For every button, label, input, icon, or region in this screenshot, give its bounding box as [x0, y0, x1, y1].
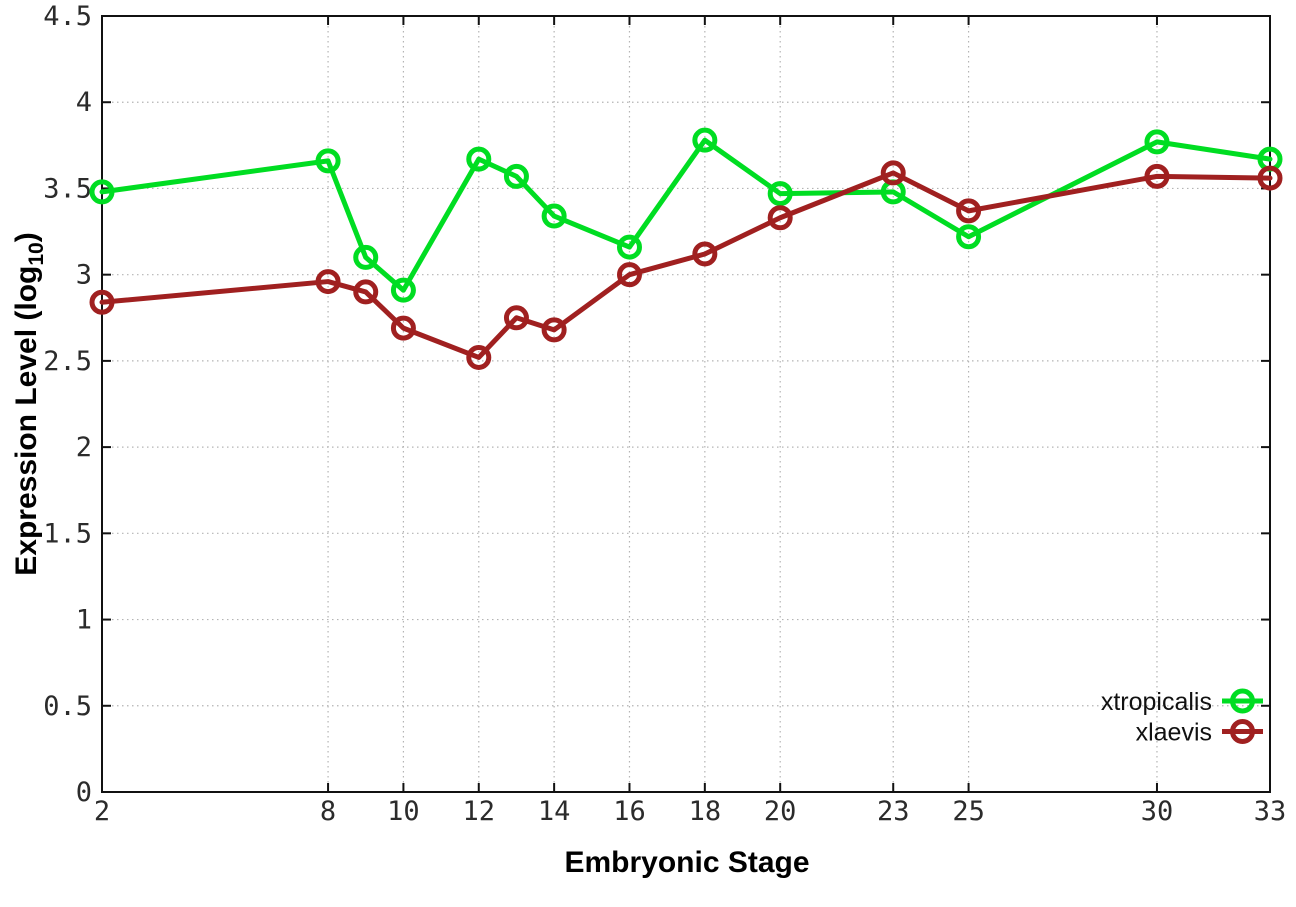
data-point-xlaevis — [315, 269, 341, 295]
x-tick-label: 33 — [1254, 796, 1287, 827]
data-point-xtropicalis — [390, 277, 416, 303]
series-line-xlaevis — [99, 170, 1273, 360]
x-tick-label: 10 — [387, 796, 420, 827]
y-tick-label: 1.5 — [43, 518, 92, 549]
series-line-xtropicalis — [99, 137, 1273, 293]
data-point-xlaevis — [616, 262, 642, 288]
data-point-xlaevis — [956, 198, 982, 224]
data-point-xtropicalis — [353, 244, 379, 270]
data-point-xtropicalis — [315, 148, 341, 174]
data-point-xlaevis — [692, 241, 718, 267]
data-point-xlaevis — [541, 317, 567, 343]
y-axis-title-close: ) — [10, 232, 43, 243]
data-point-xlaevis — [1144, 163, 1170, 189]
data-point-xlaevis — [390, 315, 416, 341]
y-tick-label: 1 — [76, 605, 92, 636]
y-tick-label: 2 — [76, 432, 92, 463]
data-point-xtropicalis — [767, 181, 793, 207]
y-tick-label: 3 — [76, 260, 92, 291]
data-point-xtropicalis — [541, 203, 567, 229]
y-tick-label: 3.5 — [43, 173, 92, 204]
data-point-xtropicalis — [466, 146, 492, 172]
legend-marker-xlaevis — [1230, 719, 1255, 744]
data-point-xlaevis — [466, 344, 492, 370]
data-point-xtropicalis — [89, 179, 115, 205]
y-tick-label: 0 — [76, 777, 92, 808]
x-axis-title: Embryonic Stage — [564, 846, 810, 879]
data-point-xtropicalis — [616, 234, 642, 260]
y-tick-label: 0.5 — [43, 691, 92, 722]
x-tick-label: 2 — [94, 796, 110, 827]
x-tick-label: 18 — [689, 796, 722, 827]
data-point-xtropicalis — [503, 163, 529, 189]
data-point-xlaevis — [89, 289, 115, 315]
y-tick-label: 4 — [76, 87, 92, 118]
legend-label-xtropicalis: xtropicalis — [1101, 688, 1212, 716]
y-axis-title: Expression Level (log10) — [10, 232, 48, 576]
x-tick-label: 25 — [952, 796, 985, 827]
y-tick-label: 4.5 — [43, 1, 92, 32]
data-point-xtropicalis — [1144, 129, 1170, 155]
data-point-xlaevis — [1257, 165, 1283, 191]
data-point-xlaevis — [353, 279, 379, 305]
y-axis-title-subscript: 10 — [25, 242, 48, 266]
plot-border — [101, 15, 1271, 793]
x-tick-label: 20 — [764, 796, 797, 827]
y-tick-label: 2.5 — [43, 346, 92, 377]
data-point-xtropicalis — [692, 127, 718, 153]
x-tick-label: 14 — [538, 796, 571, 827]
data-point-xlaevis — [880, 160, 906, 186]
x-tick-label: 12 — [463, 796, 496, 827]
x-tick-label: 8 — [320, 796, 336, 827]
data-point-xtropicalis — [956, 224, 982, 250]
legend-label-xlaevis: xlaevis — [1136, 719, 1212, 747]
data-point-xlaevis — [503, 305, 529, 331]
x-tick-label: 30 — [1141, 796, 1174, 827]
x-tick-label: 16 — [613, 796, 646, 827]
data-point-xlaevis — [767, 205, 793, 231]
legend-marker-xtropicalis — [1230, 688, 1255, 714]
x-tick-label: 23 — [877, 796, 910, 827]
y-axis-title-text: Expression Level (log — [10, 265, 43, 576]
